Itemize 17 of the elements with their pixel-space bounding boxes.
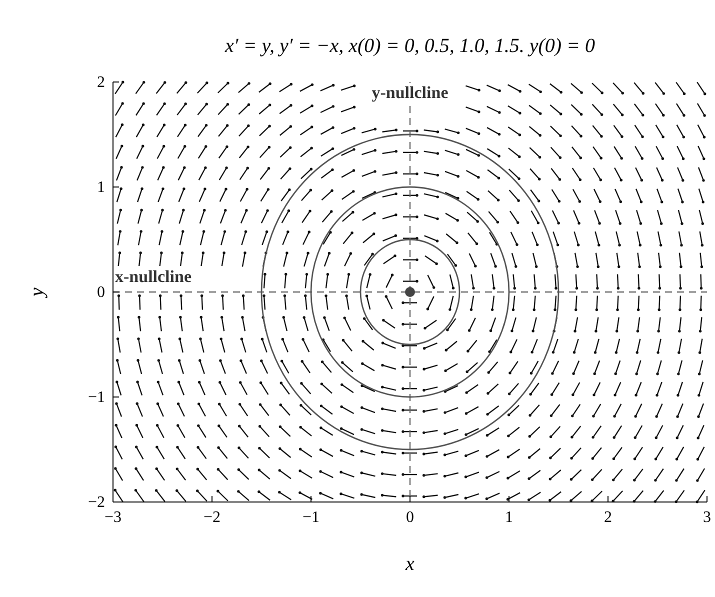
y-tick-label: −2 <box>88 494 105 511</box>
x-tick-label: 1 <box>505 509 513 526</box>
ref-line-label: y-nullcline <box>372 83 449 102</box>
x-tick-label: −1 <box>302 509 320 526</box>
y-tick-label: −1 <box>88 389 105 406</box>
y-tick-label: 1 <box>97 179 105 196</box>
x-tick-label: 3 <box>703 509 711 526</box>
y-tick-label: 2 <box>97 74 105 91</box>
x-axis-title: x <box>404 553 415 575</box>
x-tick-label: −3 <box>104 509 122 526</box>
x-tick-label: 2 <box>604 509 612 526</box>
x-tick-label: −2 <box>203 509 221 526</box>
y-axis-title: y <box>26 287 48 298</box>
y-tick-label: 0 <box>97 284 105 301</box>
x-tick-label: 0 <box>406 509 414 526</box>
chart-title: x′ = y, y′ = −x, x(0) = 0, 0.5, 1.0, 1.5. y(0) = 0 <box>224 35 596 57</box>
ref-line-label: x-nullcline <box>115 267 192 286</box>
